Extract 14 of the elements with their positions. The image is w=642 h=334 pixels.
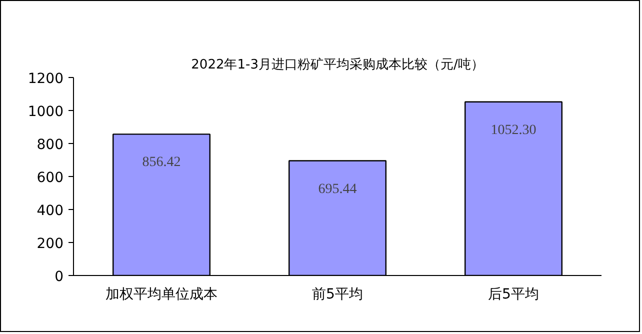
y-tick-label: 800 bbox=[36, 137, 64, 153]
data-label: 856.42 bbox=[142, 155, 181, 170]
y-tick-label: 1200 bbox=[28, 71, 64, 87]
x-tick-label: 加权平均单位成本 bbox=[106, 286, 218, 302]
data-label: 1052.30 bbox=[490, 122, 536, 138]
y-tick-label: 1000 bbox=[28, 104, 64, 120]
data-label: 695.44 bbox=[318, 182, 357, 197]
y-tick-label: 200 bbox=[36, 236, 64, 252]
chart-title: 2022年1-3月进口粉矿平均采购成本比较（元/吨） bbox=[191, 58, 484, 72]
y-tick-label: 0 bbox=[54, 269, 64, 285]
y-tick-label: 400 bbox=[36, 203, 64, 219]
x-tick-label: 前5平均 bbox=[312, 286, 363, 302]
y-tick-label: 600 bbox=[36, 170, 64, 186]
x-tick-label: 后5平均 bbox=[488, 286, 539, 302]
